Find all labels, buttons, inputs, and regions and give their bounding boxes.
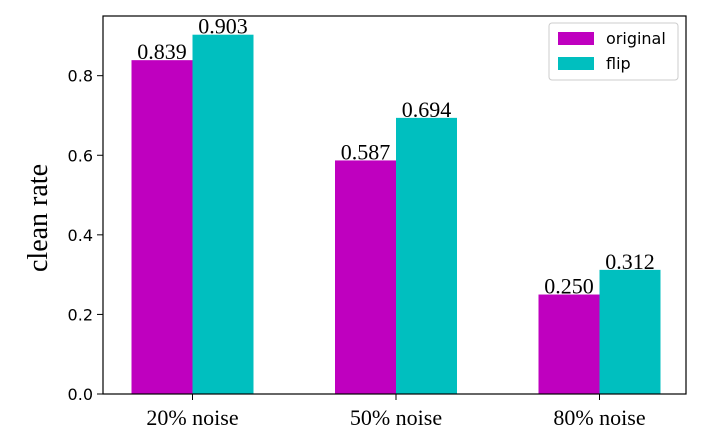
- y-tick-label: 0.4: [68, 226, 93, 245]
- x-tick-label: 20% noise: [146, 405, 238, 430]
- x-axis-ticks: 20% noise 50% noise 80% noise: [146, 394, 646, 430]
- y-tick-label: 0.0: [68, 385, 93, 404]
- data-labels-group: 0.839 0.903 0.587 0.694 0.250 0.312: [137, 14, 655, 299]
- legend: original flip: [548, 22, 679, 81]
- bar-original: [538, 294, 600, 394]
- legend-swatch-original: [558, 32, 594, 45]
- y-axis-ticks: 0.0 0.2 0.4 0.6 0.8: [68, 67, 103, 404]
- y-tick-label: 0.2: [68, 305, 93, 324]
- bar-original: [335, 160, 396, 394]
- bar-original: [131, 60, 193, 394]
- bars-group: [131, 34, 661, 395]
- bar-flip: [599, 269, 661, 394]
- y-axis-label: clean rate: [23, 164, 54, 272]
- plot-frame: [102, 15, 687, 395]
- legend-label-flip: flip: [606, 54, 631, 73]
- bar-flip: [396, 117, 457, 394]
- y-tick-label: 0.6: [68, 146, 93, 165]
- legend-label-original: original: [606, 29, 666, 48]
- y-tick-label: 0.8: [68, 67, 93, 86]
- data-label-flip: 0.903: [198, 14, 248, 39]
- x-tick-label: 50% noise: [350, 405, 442, 430]
- x-tick-label: 80% noise: [553, 405, 645, 430]
- bar-flip: [192, 34, 254, 395]
- data-label-flip: 0.312: [605, 249, 655, 274]
- data-label-original: 0.587: [341, 139, 391, 164]
- data-label-original: 0.839: [137, 39, 187, 64]
- data-label-flip: 0.694: [402, 97, 452, 122]
- data-label-original: 0.250: [544, 274, 594, 299]
- legend-swatch-flip: [558, 57, 594, 70]
